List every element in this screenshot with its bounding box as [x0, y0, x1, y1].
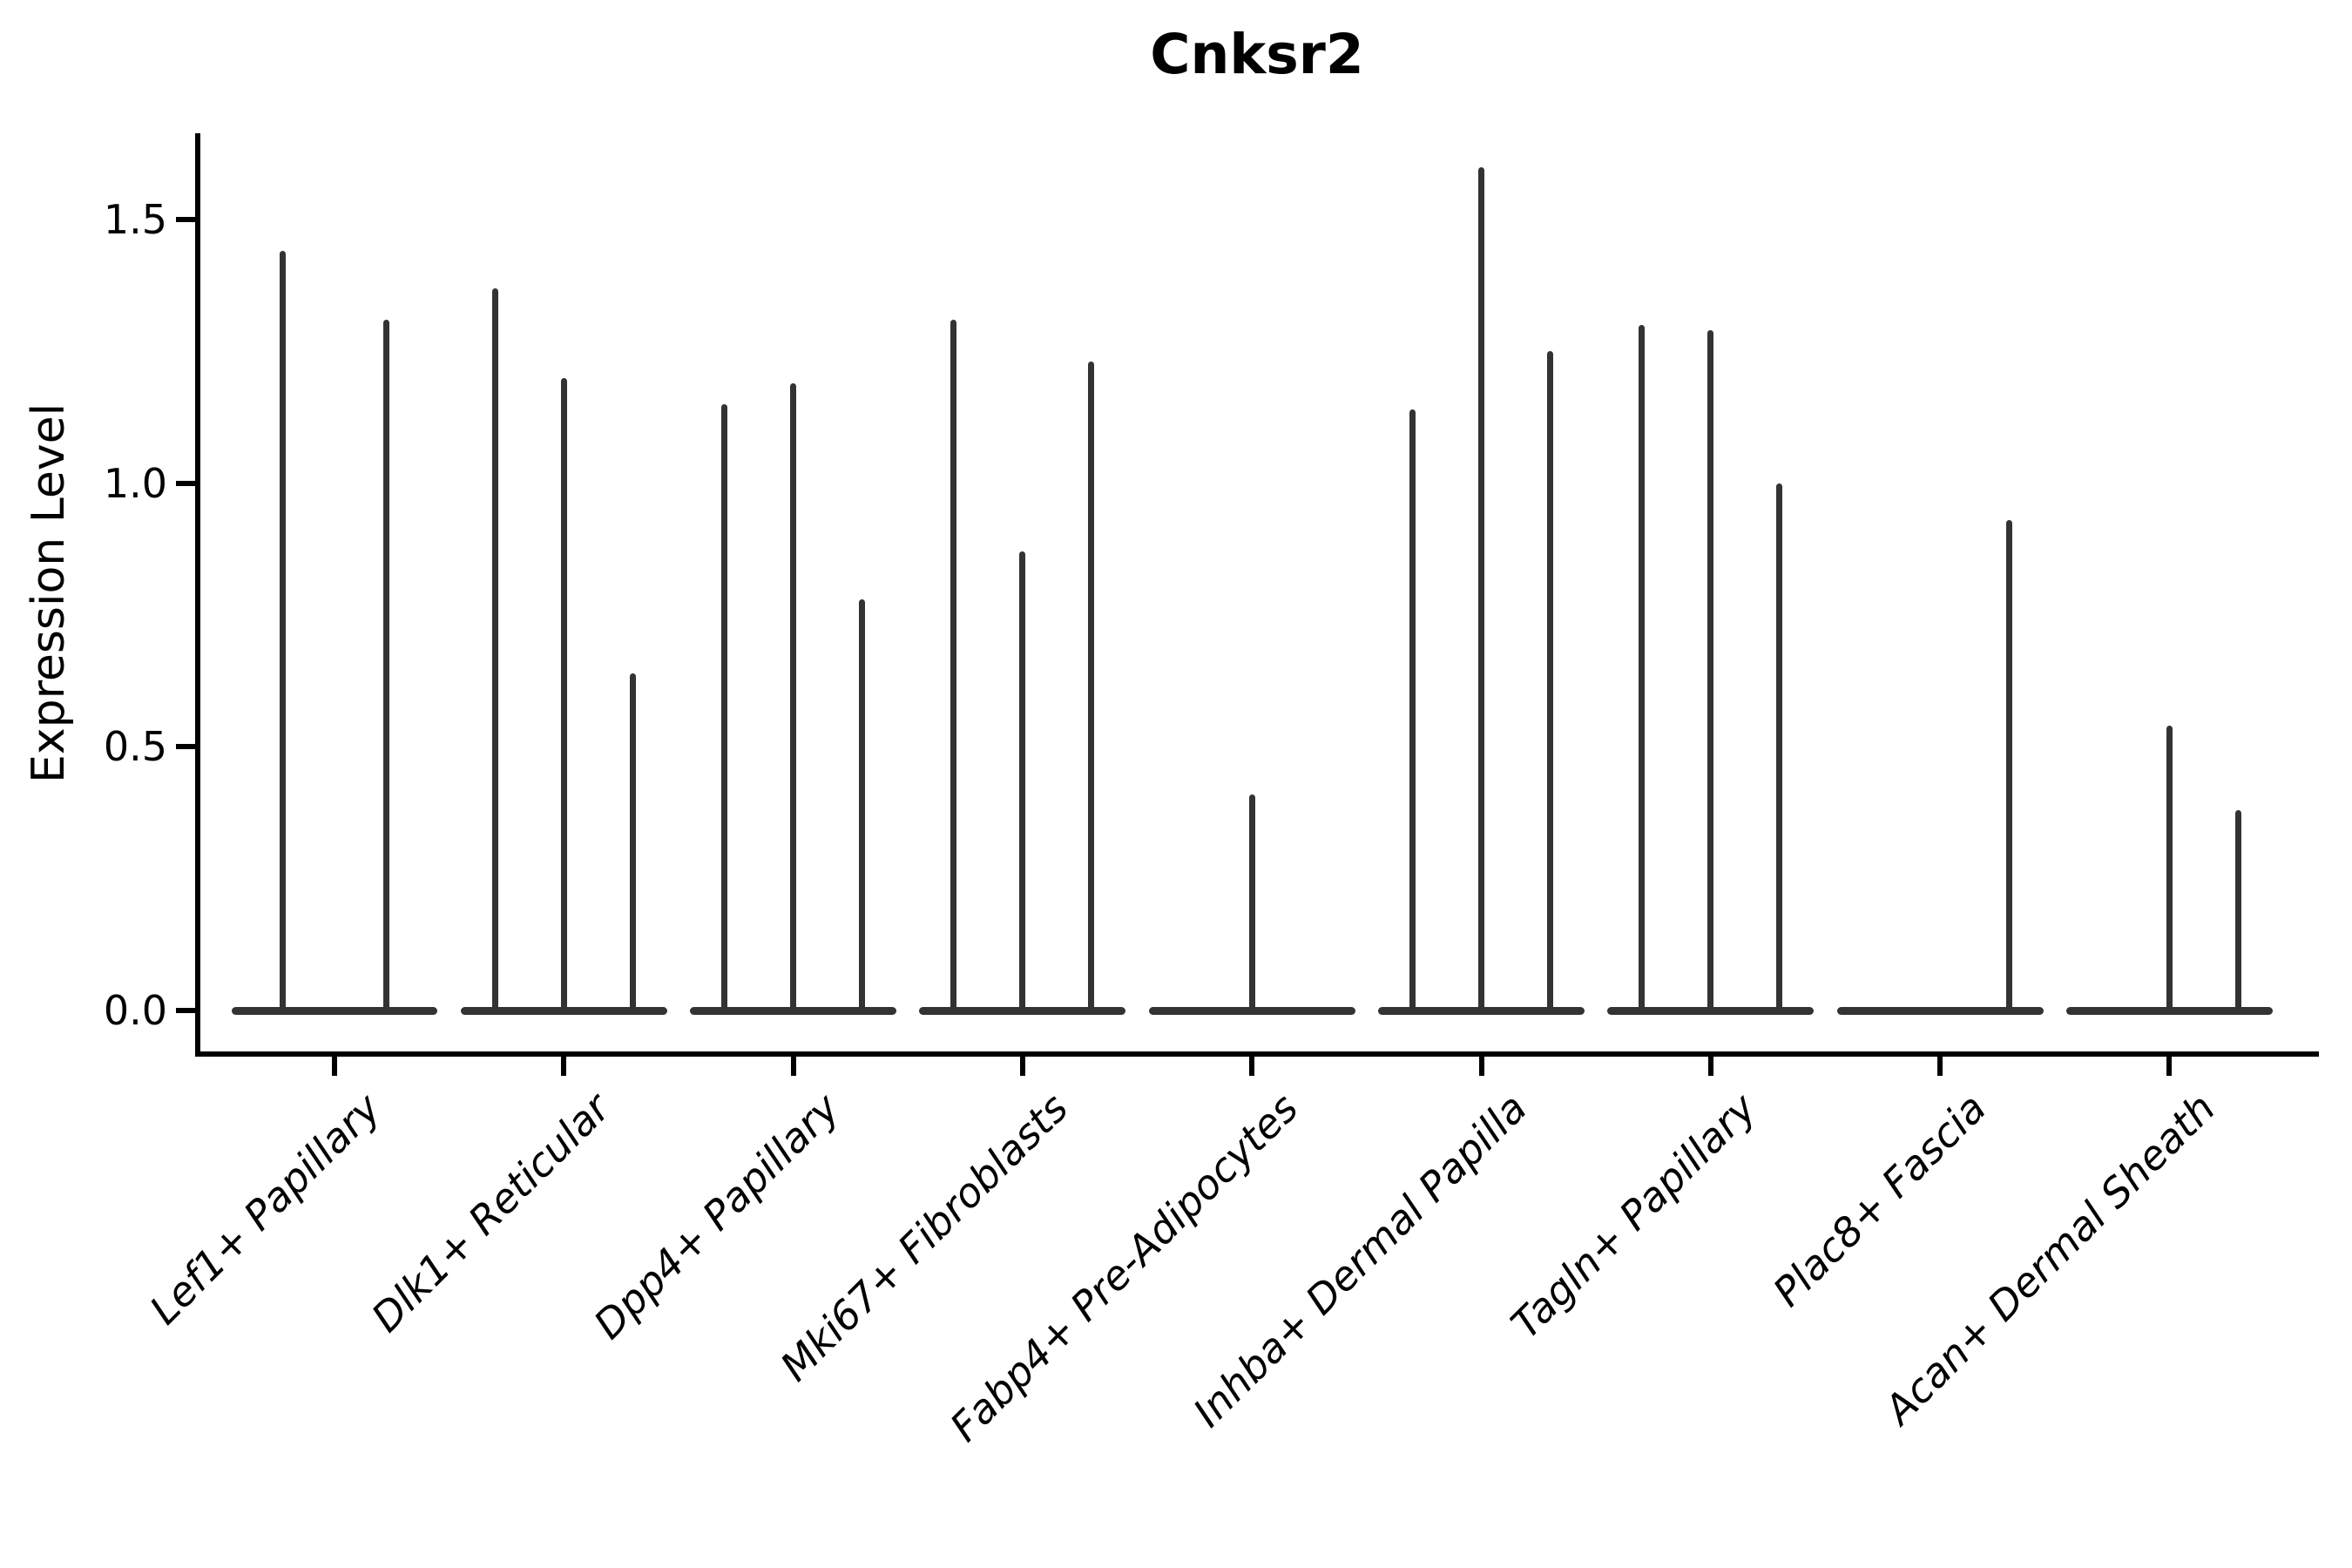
violin-spike [2166, 726, 2173, 1014]
x-tick-mark [2166, 1057, 2173, 1076]
violin-spike [1409, 409, 1416, 1014]
x-tick-mark [1249, 1057, 1255, 1076]
x-tick-mark [332, 1057, 337, 1076]
violin-spike [950, 320, 957, 1014]
violin-spike [1707, 330, 1714, 1014]
x-tick-label: Dlk1+ Reticular [362, 1084, 619, 1342]
violin-spike [491, 287, 498, 1014]
x-tick-mark [1937, 1057, 1943, 1076]
violin-spike [2005, 520, 2012, 1014]
x-axis-spine [195, 1051, 2319, 1057]
x-tick-label: Tagln+ Papillary [1502, 1084, 1766, 1348]
x-tick-mark [1478, 1057, 1484, 1076]
chart-title: Cnksr2 [1150, 23, 1364, 86]
y-axis-spine [195, 133, 200, 1057]
violin-spike [790, 382, 797, 1014]
y-tick-label: 1.5 [103, 196, 167, 244]
y-tick-mark [176, 217, 195, 223]
violin-spike [1248, 794, 1255, 1014]
violin-spike [280, 251, 287, 1014]
violin-spike [1088, 362, 1095, 1014]
x-tick-mark [790, 1057, 796, 1076]
y-tick-mark [176, 1008, 195, 1013]
x-tick-label: Lef1+ Papillary [139, 1084, 389, 1334]
x-tick-label: Plac8+ Fascia [1763, 1084, 1996, 1316]
y-tick-label: 1.0 [103, 459, 167, 507]
violin-spike [560, 377, 567, 1014]
violin-spike [721, 403, 728, 1014]
violin-spike [1019, 551, 1026, 1014]
violin-spike [1776, 483, 1783, 1014]
x-tick-label: Dpp4+ Papillary [584, 1084, 848, 1348]
violin-body [231, 1007, 438, 1015]
x-tick-mark [1019, 1057, 1025, 1076]
violin-spike [629, 672, 636, 1014]
y-tick-label: 0.5 [103, 723, 167, 771]
violin-spike [382, 320, 389, 1014]
violin-body [1836, 1007, 2044, 1015]
y-tick-mark [176, 480, 195, 486]
x-tick-mark [561, 1057, 567, 1076]
violin-spike [1478, 166, 1484, 1014]
x-tick-mark [1707, 1057, 1713, 1076]
y-tick-mark [176, 744, 195, 750]
violin-spike [1639, 325, 1646, 1014]
y-tick-label: 0.0 [103, 987, 167, 1034]
violin-spike [2234, 809, 2241, 1014]
violin-spike [859, 598, 866, 1014]
violin-spike [1546, 351, 1553, 1014]
